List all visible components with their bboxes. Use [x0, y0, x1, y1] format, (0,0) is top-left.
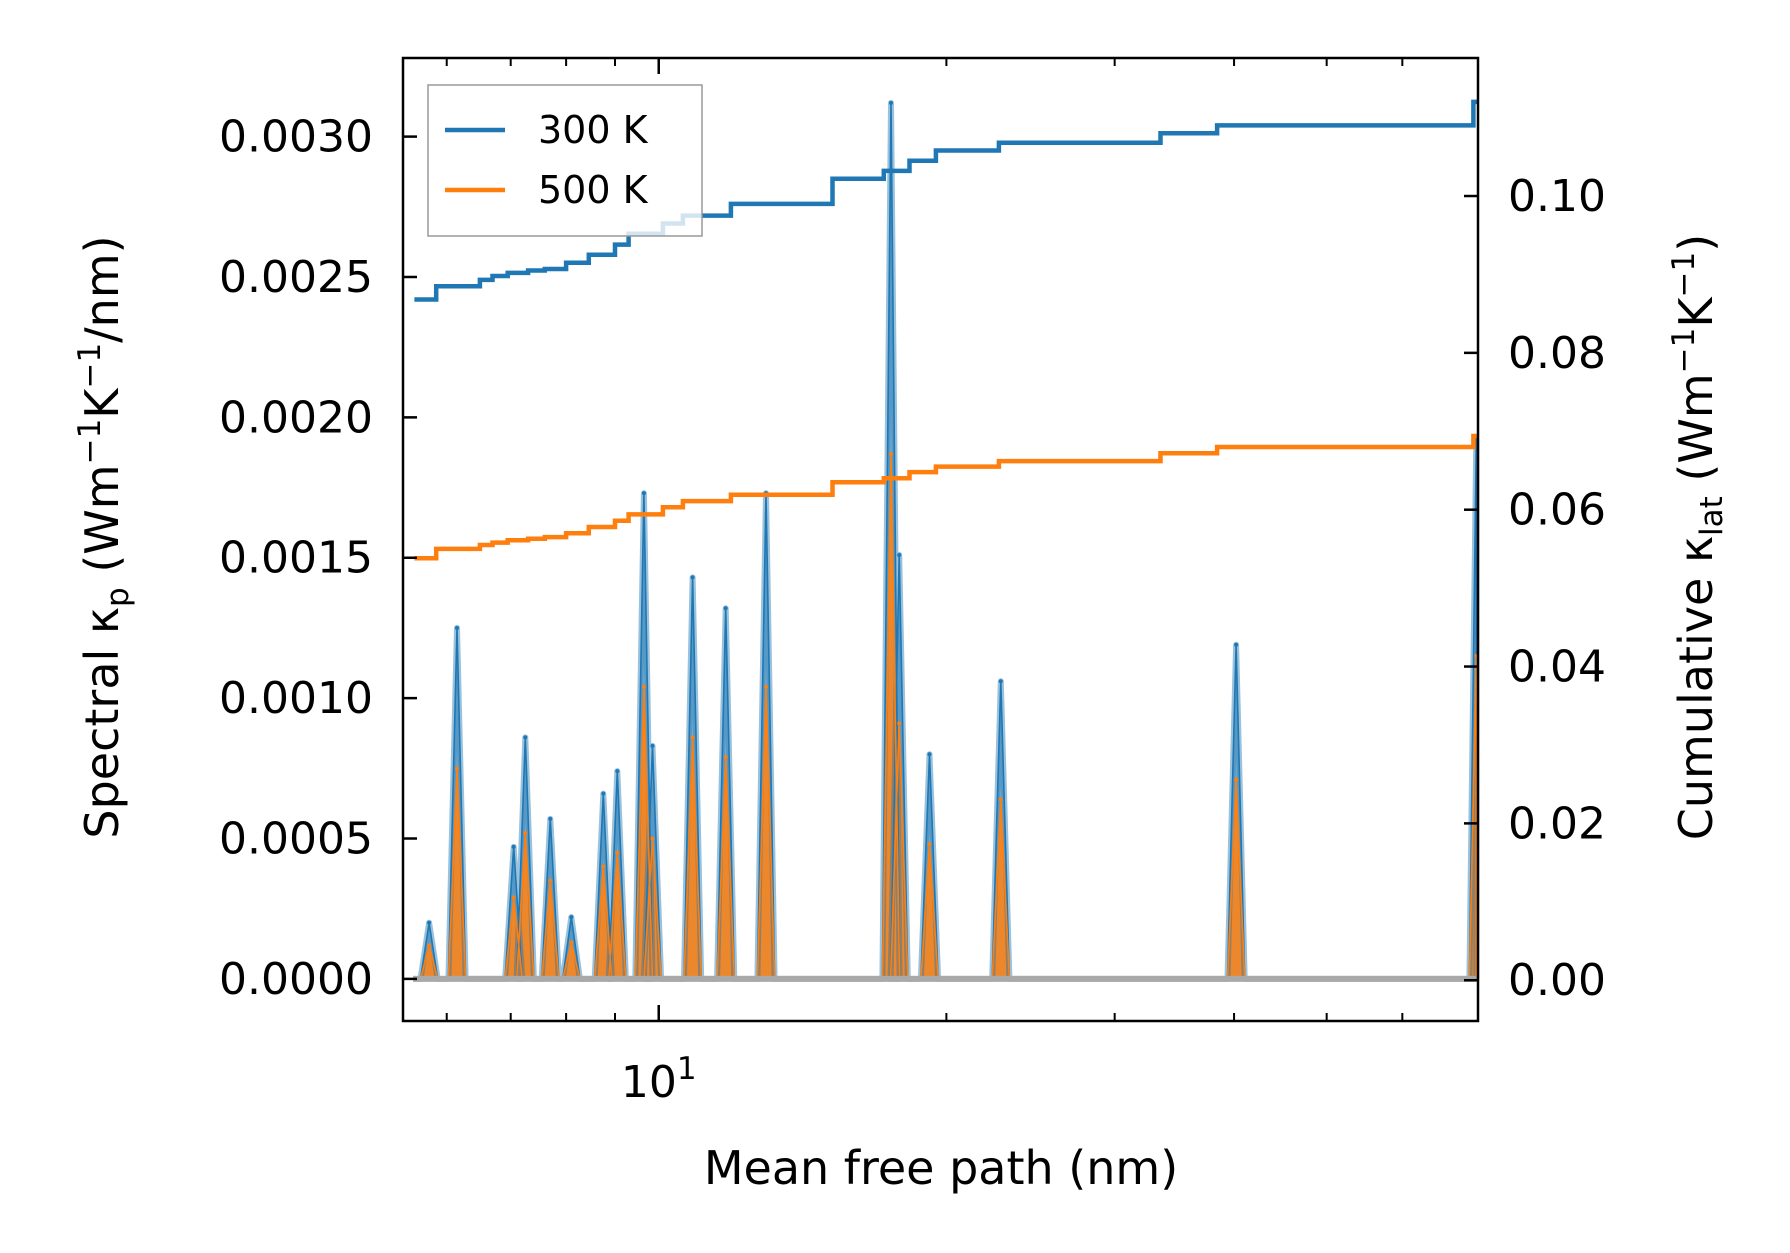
axis-ticks: 0.0000 0.0005 0.0010 0.0015 0.0020 0.0025 0.00… — [219, 58, 1606, 1108]
spectral-peak-300k — [897, 552, 902, 557]
y-right-tick-label: 0.04 — [1508, 642, 1606, 693]
spectral-peak-300k — [454, 625, 459, 630]
y-axis-right-label: Cumulative κlat (Wm−1K−1) — [1666, 234, 1730, 840]
cumulative-500k-line — [414, 433, 1478, 561]
spectral-peak-500k — [888, 451, 893, 456]
spectral-peak-500k — [523, 830, 528, 835]
spectral-peak-500k — [615, 850, 620, 855]
spectral-peak-500k — [427, 943, 432, 948]
spectral-peak-300k — [511, 844, 516, 849]
y-left-tick-label: 0.0015 — [219, 533, 373, 584]
spectral-peak-300k — [927, 752, 932, 757]
plot-area — [413, 99, 1480, 982]
y-right-tick-label: 0.02 — [1508, 798, 1606, 849]
spectral-peak-500k — [650, 836, 655, 841]
spectral-peak-500k — [569, 940, 574, 945]
y-right-tick-label: 0.10 — [1508, 171, 1606, 222]
y-left-tick-label: 0.0005 — [219, 814, 373, 865]
spectral-peak-500k — [511, 895, 516, 900]
y-left-tick-label: 0.0000 — [219, 954, 373, 1005]
y-right-tick-label: 0.06 — [1508, 485, 1606, 536]
y-axis-left-label: Spectral κp (Wm−1K−1/nm) — [72, 235, 136, 838]
spectral-peak-300k — [601, 791, 606, 796]
y-left-tick-label: 0.0025 — [219, 252, 373, 303]
spectral-peak-500k — [1234, 777, 1239, 782]
x-tick-label: 101 — [621, 1051, 697, 1108]
y-right-tick-label: 0.00 — [1508, 955, 1606, 1006]
spectral-peak-300k — [427, 920, 432, 925]
spectral-peak-300k — [615, 769, 620, 774]
spectral-peak-500k — [690, 735, 695, 740]
axes-frame — [401, 56, 1480, 1023]
legend-frame — [427, 84, 703, 237]
legend: 300 K 500 K — [427, 84, 703, 237]
spectral-peak-300k — [641, 491, 646, 496]
y-left-tick-label: 0.0010 — [219, 673, 373, 724]
spectral-peak-300k — [650, 743, 655, 748]
spectral-peak-300k — [569, 915, 574, 920]
y-left-tick-label: 0.0030 — [219, 112, 373, 163]
spectral-peak-300k — [548, 816, 553, 821]
spectral-peak-500k — [641, 684, 646, 689]
spectral-peak-300k — [723, 606, 728, 611]
spectral-peak-500k — [548, 878, 553, 883]
legend-label-500k: 500 K — [538, 168, 649, 212]
y-left-tick-label: 0.0020 — [219, 392, 373, 443]
legend-label-300k: 300 K — [538, 108, 649, 152]
y-right-tick-label: 0.08 — [1508, 328, 1606, 379]
x-axis-label: Mean free path (nm) — [704, 1141, 1178, 1195]
spectral-peak-300k — [1234, 642, 1239, 647]
spectral-peak-500k — [454, 766, 459, 771]
spectral-peak-300k — [888, 100, 893, 105]
axes-border — [401, 56, 1480, 1023]
spectral-peak-500k — [764, 684, 769, 689]
spectral-peak-500k — [601, 864, 606, 869]
spectral-peak-300k — [998, 679, 1003, 684]
spectral-peak-500k — [927, 842, 932, 847]
spectral-peak-500k — [723, 755, 728, 760]
spectral-peak-500k — [897, 721, 902, 726]
spectral-peak-300k — [523, 735, 528, 740]
spectral-peak-500k — [998, 797, 1003, 802]
spectral-peak-300k — [690, 575, 695, 580]
